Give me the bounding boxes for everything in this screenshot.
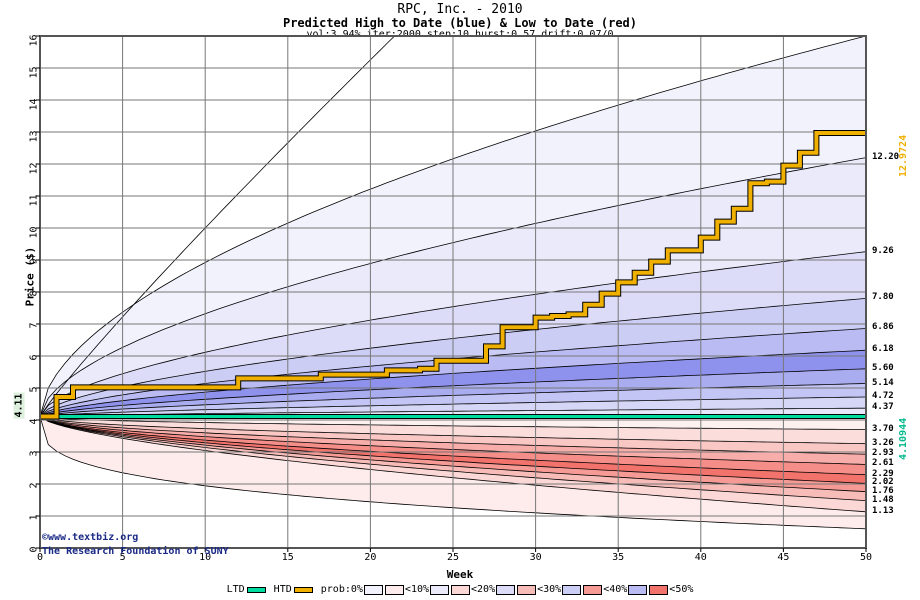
right-label-5.14: 5.14 (872, 377, 894, 388)
legend-label-t20: <20% (471, 584, 496, 595)
legend-swatch-blue-t10 (363, 584, 383, 595)
right-label-5.60: 5.60 (872, 362, 894, 373)
y-tick-12: 12 (28, 162, 40, 175)
legend-label-t10: <10% (404, 584, 430, 595)
x-tick-0: 0 (36, 552, 44, 563)
legend-swatch-htd (293, 586, 313, 593)
legend-swatch-red-t30 (517, 584, 537, 595)
x-tick-15: 15 (281, 552, 294, 563)
right-label-2.02: 2.02 (872, 477, 894, 488)
right-label-7.80: 7.80 (872, 292, 894, 303)
ltd-end-label: 4.10944 (898, 418, 909, 461)
y-tick-3: 3 (28, 450, 40, 457)
right-label-1.48: 1.48 (872, 494, 894, 505)
y-tick-2: 2 (28, 482, 40, 489)
legend-swatch-red-t40 (583, 584, 603, 595)
right-label-9.26: 9.26 (872, 245, 894, 256)
y-tick-6: 6 (28, 354, 40, 361)
x-tick-5: 5 (119, 552, 126, 563)
legend-label-t40: <40% (603, 584, 628, 595)
chart-legend: LTD HTD prob:0% <10% <20% <30% <40% <50% (0, 584, 920, 596)
right-label-3.70: 3.70 (872, 423, 894, 434)
y-tick-15: 15 (28, 66, 40, 79)
right-label-2.93: 2.93 (872, 448, 894, 459)
x-tick-20: 20 (364, 552, 377, 563)
legend-label-htd: HTD (267, 584, 292, 595)
right-label-12.20: 12.20 (872, 151, 900, 162)
right-label-6.86: 6.86 (872, 322, 894, 333)
credit-line-2: The Research Foundation of SUNY (42, 546, 229, 557)
y-tick-13: 13 (28, 130, 40, 143)
legend-swatch-red-t10 (384, 584, 404, 595)
legend-label-t30: <30% (537, 584, 562, 595)
y-tick-7: 7 (28, 322, 40, 329)
right-label-2.29: 2.29 (872, 468, 894, 479)
x-tick-30: 30 (529, 552, 542, 563)
legend-swatch-red-t20 (451, 584, 471, 595)
y-tick-9: 9 (28, 258, 40, 265)
right-label-1.76: 1.76 (872, 485, 894, 496)
legend-swatch-blue-t30 (496, 584, 516, 595)
legend-swatch-red-t50 (649, 584, 669, 595)
right-label-2.61: 2.61 (872, 458, 894, 469)
legend-label-prob: prob:0% (314, 584, 363, 595)
x-tick-35: 35 (612, 552, 625, 563)
legend-swatch-blue-t40 (562, 584, 582, 595)
y-tick-14: 14 (28, 98, 40, 111)
y-tick-10: 10 (28, 226, 40, 239)
credit-line-1: ©www.textbiz.org (42, 532, 139, 543)
x-tick-25: 25 (446, 552, 460, 563)
legend-swatch-blue-t20 (430, 584, 450, 595)
legend-swatch-blue-t50 (628, 584, 648, 595)
right-label-6.18: 6.18 (872, 344, 894, 355)
legend-label-t50: <50% (669, 584, 694, 595)
x-tick-10: 10 (199, 552, 212, 563)
chart-parameters: vol:3.94% iter:2000 step:10 hurst:0.57 d… (306, 29, 614, 40)
right-label-1.13: 1.13 (872, 505, 894, 516)
y-tick-5: 5 (28, 386, 40, 393)
x-tick-50: 50 (859, 552, 873, 563)
x-axis-label: Week (446, 568, 474, 581)
legend-swatch-ltd (246, 586, 266, 593)
x-tick-40: 40 (694, 552, 707, 563)
y-tick-1: 1 (28, 514, 40, 521)
y-tick-16: 16 (28, 34, 40, 47)
y-tick-8: 8 (28, 290, 40, 297)
y-tick-11: 11 (28, 194, 40, 207)
start-price-marker: 4.11 (13, 392, 25, 420)
y-tick-4: 4 (28, 418, 40, 425)
chart-subtitle: Predicted High to Date (blue) & Low to D… (282, 16, 637, 30)
right-label-4.37: 4.37 (872, 402, 894, 413)
x-tick-45: 45 (777, 552, 790, 563)
chart-title: RPC, Inc. - 2010 (397, 2, 523, 17)
right-label-4.72: 4.72 (872, 390, 894, 401)
legend-label-ltd: LTD (226, 584, 245, 595)
htd-end-label: 12.9724 (898, 134, 909, 177)
right-label-3.26: 3.26 (872, 437, 894, 448)
